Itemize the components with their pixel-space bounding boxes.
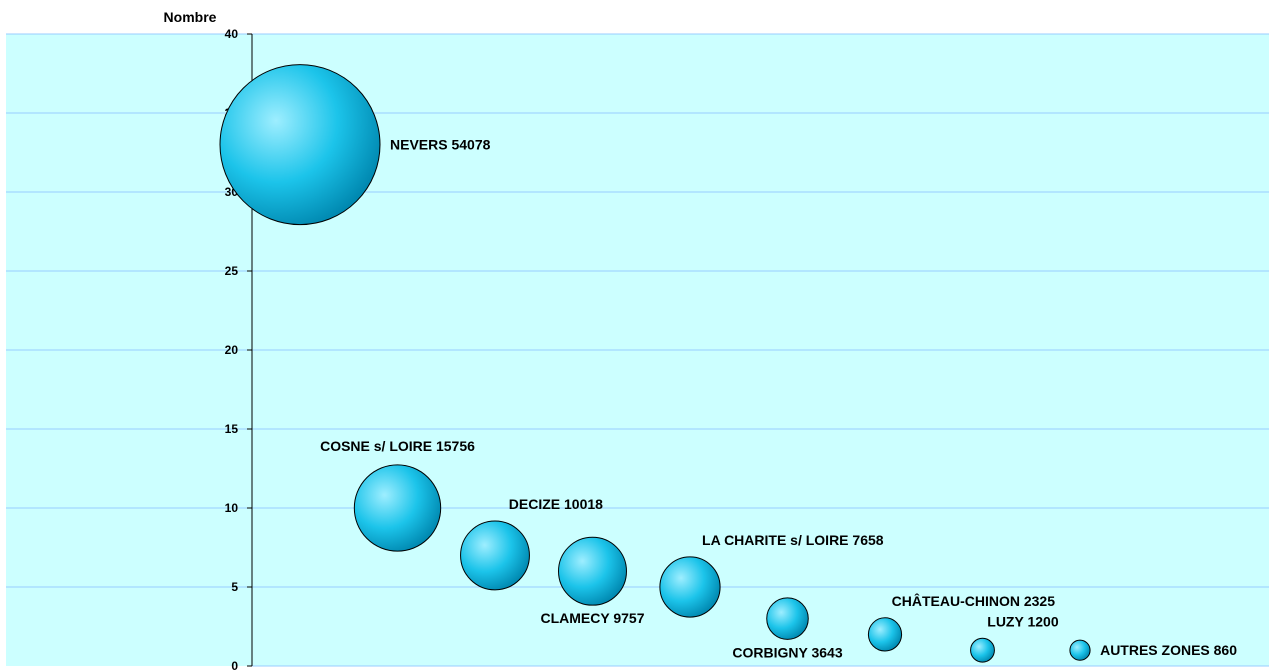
bubble-label-clamecy: CLAMECY 9757 bbox=[540, 610, 644, 626]
y-tick-label-8: 40 bbox=[225, 27, 239, 41]
bubble-clamecy bbox=[558, 536, 627, 606]
y-tick-label-2: 10 bbox=[225, 501, 239, 515]
y-tick-label-3: 15 bbox=[225, 422, 239, 436]
bubbles bbox=[219, 64, 1091, 663]
bubble-luzy bbox=[970, 637, 995, 663]
bubble-corbigny bbox=[766, 597, 809, 640]
y-tick-label-1: 5 bbox=[231, 580, 238, 594]
gridlines bbox=[6, 33, 1269, 667]
bubble-la-charite-s-loire bbox=[659, 556, 721, 618]
bubble-labels: NEVERS 54078 COSNE s/ LOIRE 15756 DECIZE 1… bbox=[320, 137, 1237, 661]
bubble-cosne-s-loire bbox=[353, 464, 442, 552]
bubble-decize bbox=[460, 520, 530, 591]
bubble-label-la-charite-s-loire: LA CHARITE s/ LOIRE 7658 bbox=[702, 532, 884, 548]
bubble-label-cosne-s-loire: COSNE s/ LOIRE 15756 bbox=[320, 438, 475, 454]
y-tick-label-5: 25 bbox=[225, 264, 239, 278]
y-axis-title: Nombre bbox=[164, 9, 217, 25]
y-tick-label-4: 20 bbox=[225, 343, 239, 357]
bubble-autres-zones bbox=[1069, 639, 1091, 661]
bubble-label-decize: DECIZE 10018 bbox=[509, 496, 603, 512]
bubble-chateau-chinon bbox=[867, 617, 903, 652]
bubble-nevers bbox=[219, 64, 381, 226]
bubble-label-autres-zones: AUTRES ZONES 860 bbox=[1100, 642, 1237, 658]
bubble-label-nevers: NEVERS 54078 bbox=[390, 137, 491, 153]
bubble-label-corbigny: CORBIGNY 3643 bbox=[732, 644, 842, 660]
bubble-label-chateau-chinon: CHÂTEAU-CHINON 2325 bbox=[892, 592, 1056, 609]
y-tick-label-0: 0 bbox=[231, 659, 238, 672]
bubble-label-luzy: LUZY 1200 bbox=[987, 613, 1059, 629]
